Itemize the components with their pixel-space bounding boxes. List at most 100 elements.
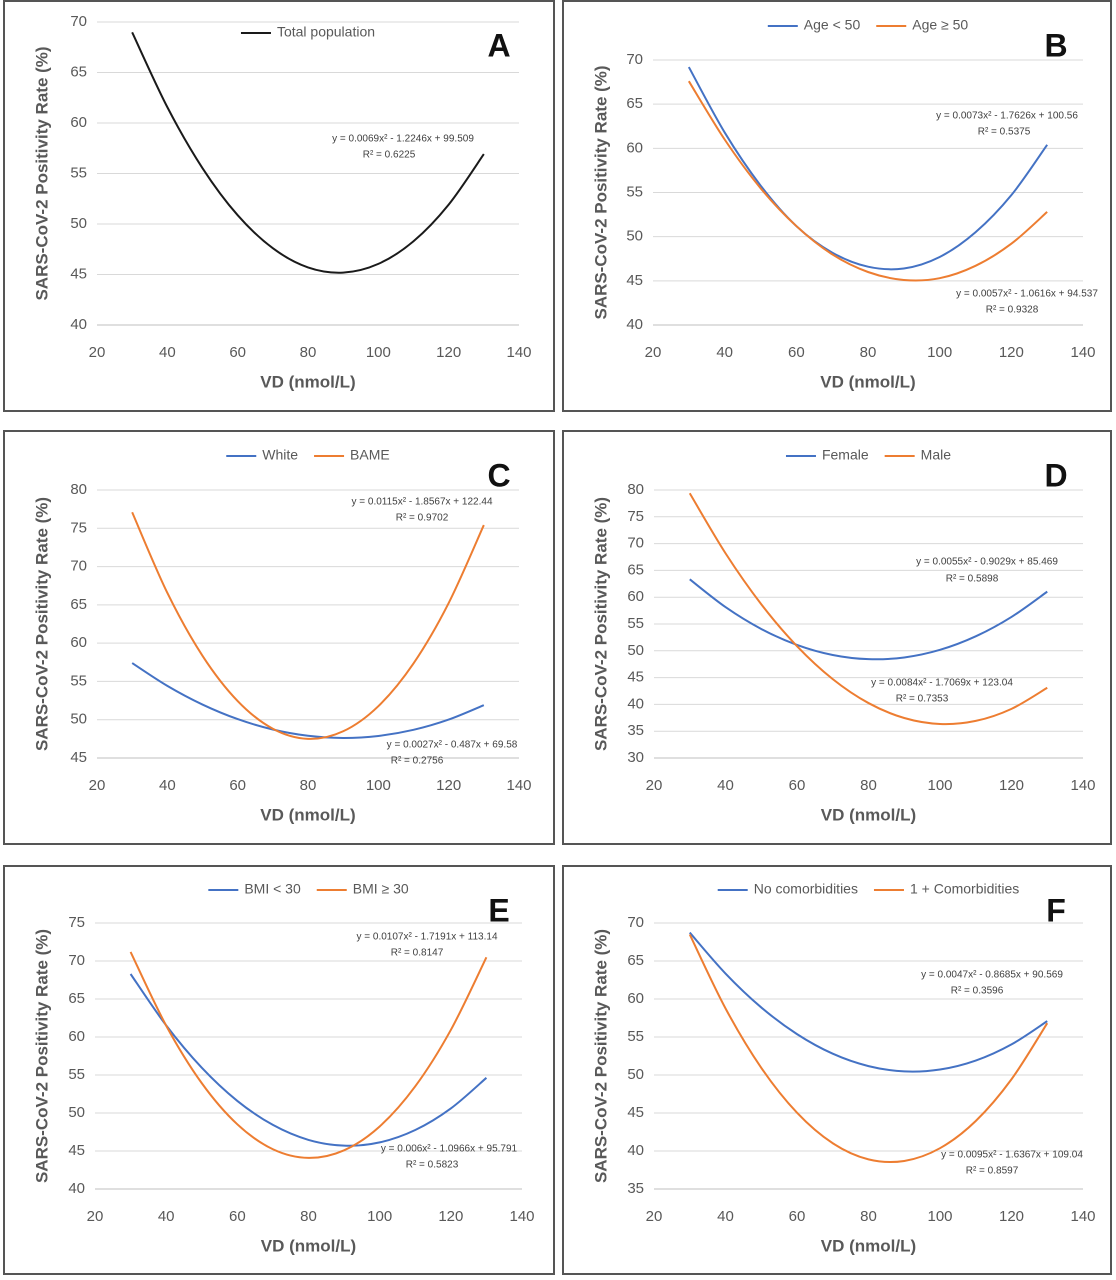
y-tick-label: 35	[627, 1180, 644, 1197]
chart-panel: 45 50 55 60 65 70 75 80 20 40 60 80 100 120 140 VD (nmo…	[3, 430, 555, 845]
chart: 35 40 45 50 55 60 65 70 20 40 60 80 100 120 140 VD (nmo…	[591, 881, 1095, 1256]
y-tick-label: 65	[626, 95, 643, 112]
series-line	[688, 492, 1048, 726]
y-tick-label: 50	[68, 1104, 85, 1121]
x-tick-label: 20	[87, 1208, 104, 1225]
y-tick-label: 65	[70, 63, 87, 80]
x-tick-label: 40	[717, 1208, 734, 1225]
x-tick-label: 140	[1070, 344, 1095, 361]
legend-label: BMI ≥ 30	[353, 881, 409, 897]
annotation: R² = 0.6225	[363, 150, 416, 161]
x-tick-label: 60	[229, 1208, 246, 1225]
x-tick-label: 20	[89, 344, 106, 361]
y-axis-label: SARS-CoV-2 Positivity Rate (%)	[32, 929, 51, 1183]
legend-label: Female	[822, 447, 869, 463]
chart-panel: 30 35 40 45 50 55 60 65 70 75 80 20 40 60 80 100 120 140 V…	[562, 430, 1112, 845]
y-axis-label: SARS-CoV-2 Positivity Rate (%)	[32, 46, 51, 300]
y-tick-label: 40	[626, 316, 643, 333]
x-tick-label: 80	[300, 777, 317, 794]
y-tick-label: 70	[627, 535, 644, 552]
series-line	[131, 511, 485, 740]
y-tick-label: 70	[68, 952, 85, 969]
y-tick-label: 55	[627, 1028, 644, 1045]
annotation: y = 0.0107x² - 1.7191x + 113.14	[356, 932, 497, 943]
y-tick-label: 60	[70, 634, 87, 651]
y-tick-label: 60	[626, 139, 643, 156]
legend-label: No comorbidities	[754, 881, 858, 897]
x-tick-label: 60	[789, 777, 806, 794]
y-tick-label: 45	[70, 749, 87, 766]
x-tick-label: 140	[506, 777, 531, 794]
y-tick-label: 80	[70, 481, 87, 498]
x-tick-label: 80	[860, 344, 877, 361]
legend-label: White	[262, 447, 298, 463]
x-axis-label: VD (nmol/L)	[260, 805, 355, 824]
y-tick-label: 40	[68, 1180, 85, 1197]
annotation: y = 0.006x² - 1.0966x + 95.791	[381, 1144, 518, 1155]
x-axis-label: VD (nmol/L)	[261, 1236, 356, 1255]
y-tick-label: 65	[627, 952, 644, 969]
annotation: y = 0.0073x² - 1.7626x + 100.56	[936, 111, 1078, 122]
y-tick-label: 75	[70, 519, 87, 536]
series-line	[688, 931, 1048, 1073]
annotation: R² = 0.5375	[978, 127, 1031, 138]
y-tick-label: 55	[626, 183, 643, 200]
annotation: R² = 0.3596	[951, 986, 1004, 997]
series-line	[688, 934, 1049, 1164]
y-axis-label: SARS-CoV-2 Positivity Rate (%)	[591, 929, 610, 1183]
y-tick-label: 55	[70, 164, 87, 181]
y-tick-label: 55	[68, 1066, 85, 1083]
series-line	[689, 578, 1048, 661]
legend-label: Age < 50	[804, 17, 861, 33]
annotation: R² = 0.9328	[986, 305, 1039, 316]
panel-label: B	[1044, 27, 1067, 63]
panel-label: F	[1046, 892, 1066, 928]
y-tick-label: 55	[70, 672, 87, 689]
x-axis-label: VD (nmol/L)	[260, 372, 355, 391]
annotation: R² = 0.5898	[946, 574, 999, 585]
y-tick-label: 45	[626, 272, 643, 289]
x-tick-label: 120	[999, 344, 1024, 361]
y-tick-label: 65	[70, 596, 87, 613]
x-tick-label: 120	[999, 1208, 1024, 1225]
y-tick-label: 50	[626, 228, 643, 245]
panel-label: E	[488, 892, 509, 928]
x-tick-label: 60	[788, 344, 805, 361]
y-tick-label: 45	[627, 1104, 644, 1121]
x-tick-label: 20	[89, 777, 106, 794]
panel-label: C	[487, 457, 510, 493]
x-tick-label: 140	[1070, 777, 1095, 794]
x-tick-label: 40	[159, 777, 176, 794]
y-tick-label: 60	[70, 114, 87, 131]
annotation: y = 0.0027x² - 0.487x + 69.58	[387, 740, 518, 751]
y-tick-label: 60	[627, 990, 644, 1007]
y-tick-label: 70	[627, 914, 644, 931]
annotation: y = 0.0115x² - 1.8567x + 122.44	[351, 497, 492, 508]
x-tick-label: 60	[229, 344, 246, 361]
y-tick-label: 80	[627, 481, 644, 498]
y-tick-label: 40	[627, 1142, 644, 1159]
chart: 30 35 40 45 50 55 60 65 70 75 80 20 40 60 80 100 120 140 V…	[591, 447, 1095, 825]
y-axis-label: SARS-CoV-2 Positivity Rate (%)	[32, 497, 51, 751]
y-tick-label: 45	[627, 669, 644, 686]
x-tick-label: 100	[367, 1208, 392, 1225]
annotation: y = 0.0095x² - 1.6367x + 109.04	[941, 1150, 1083, 1161]
series-line	[131, 31, 485, 274]
y-tick-label: 60	[627, 588, 644, 605]
y-axis-label: SARS-CoV-2 Positivity Rate (%)	[591, 497, 610, 751]
annotation: y = 0.0047x² - 0.8685x + 90.569	[921, 970, 1063, 981]
annotation: R² = 0.9702	[396, 513, 449, 524]
y-tick-label: 70	[70, 13, 87, 30]
x-tick-label: 40	[717, 777, 734, 794]
y-tick-label: 65	[627, 561, 644, 578]
series-line	[131, 662, 485, 739]
x-tick-label: 80	[300, 344, 317, 361]
x-axis-label: VD (nmol/L)	[821, 805, 916, 824]
x-tick-label: 60	[229, 777, 246, 794]
y-tick-label: 40	[627, 695, 644, 712]
x-axis-label: VD (nmol/L)	[820, 372, 915, 391]
x-tick-label: 20	[645, 344, 662, 361]
